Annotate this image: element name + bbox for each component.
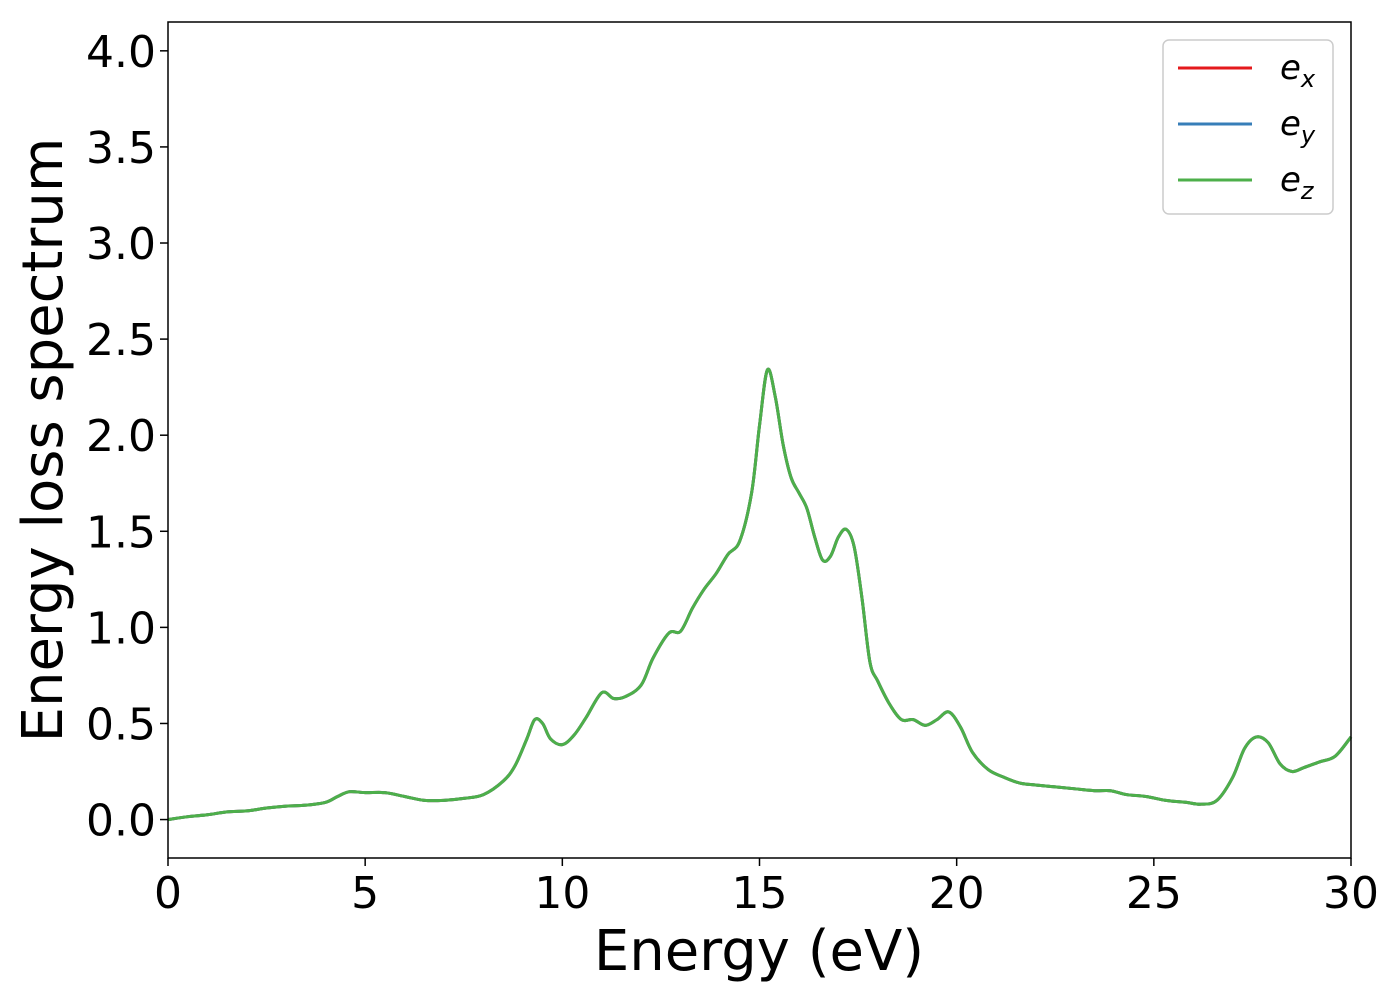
x-tick-label: 5 <box>351 868 379 919</box>
y-tick-label: 0.5 <box>86 699 156 750</box>
x-axis-title: Energy (eV) <box>594 919 924 984</box>
series-line-ez <box>167 367 1353 822</box>
y-tick-label: 3.0 <box>86 219 156 270</box>
y-tick-label: 2.0 <box>86 411 156 462</box>
y-tick-label: 4.0 <box>86 27 156 78</box>
y-tick-label: 2.5 <box>86 315 156 366</box>
y-tick-label: 1.5 <box>86 507 156 558</box>
y-axis-ticks: 0.0 0.5 1.0 1.5 2.0 2.5 3.0 3.5 4.0 <box>86 27 168 847</box>
x-tick-label: 20 <box>929 868 985 919</box>
x-tick-label: 25 <box>1126 868 1182 919</box>
y-axis-title: Energy loss spectrum <box>11 138 76 743</box>
x-tick-label: 0 <box>154 868 182 919</box>
x-tick-label: 30 <box>1323 868 1379 919</box>
y-tick-label: 3.5 <box>86 123 156 174</box>
legend-box <box>1162 39 1334 215</box>
y-tick-label: 0.0 <box>86 796 156 847</box>
x-tick-label: 15 <box>732 868 788 919</box>
x-axis-ticks: 0 5 10 15 20 25 30 <box>154 858 1379 919</box>
x-tick-label: 10 <box>534 868 590 919</box>
series-layer <box>167 367 1353 822</box>
y-tick-label: 1.0 <box>86 603 156 654</box>
